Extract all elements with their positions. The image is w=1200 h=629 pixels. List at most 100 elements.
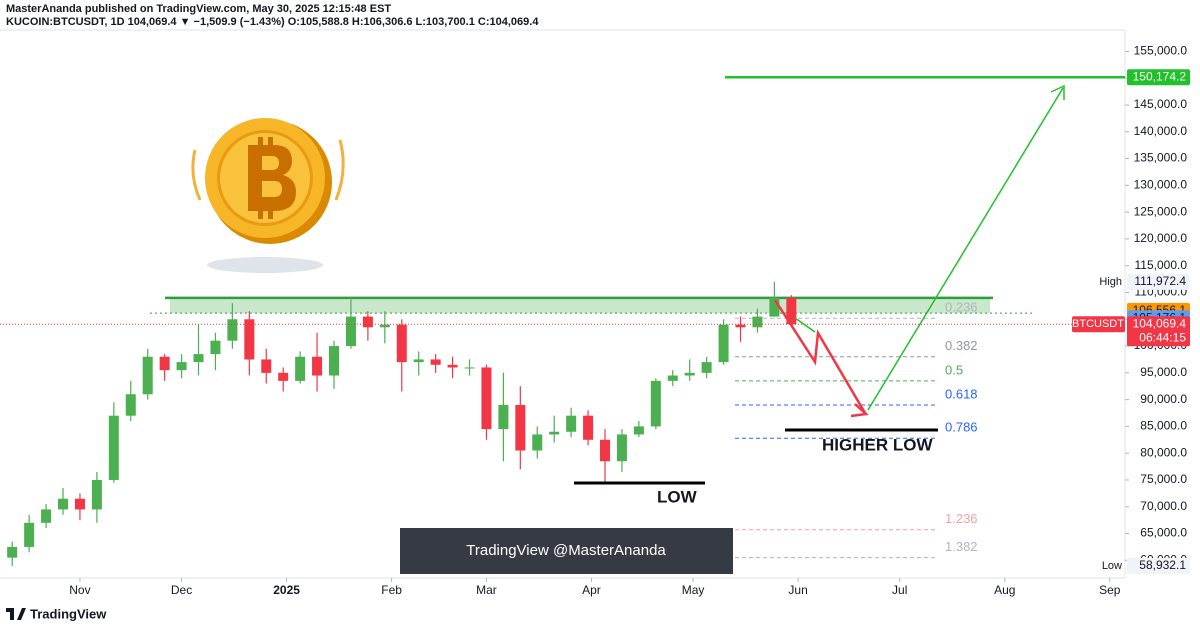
candle-body xyxy=(176,362,187,371)
candle-body xyxy=(735,324,746,328)
y-tick-label: 120,000.0 xyxy=(1134,231,1188,245)
y-tick-label: 145,000.0 xyxy=(1134,97,1188,111)
candle-body xyxy=(125,394,136,416)
y-tick-label: 130,000.0 xyxy=(1134,178,1188,192)
arrow-head xyxy=(850,403,869,418)
candle-body xyxy=(549,431,560,435)
candle-body xyxy=(515,404,526,451)
y-tick-label: 115,000.0 xyxy=(1135,258,1188,272)
price-label: 58,932.1 xyxy=(1139,558,1186,572)
candle-body xyxy=(142,356,153,395)
candle-body xyxy=(769,297,780,317)
x-tick-label: 2025 xyxy=(273,583,300,597)
y-tick-label: 155,000.0 xyxy=(1134,44,1188,58)
price-label-box xyxy=(1127,558,1190,575)
candle-body xyxy=(616,434,627,462)
candle-body xyxy=(752,316,763,328)
x-tick-label: Dec xyxy=(171,583,192,597)
projection-down xyxy=(773,299,867,414)
y-tick-label: 90,000.0 xyxy=(1140,392,1187,406)
x-tick-label: Mar xyxy=(476,583,497,597)
bitcoin-coin xyxy=(191,118,345,273)
resistance-zone xyxy=(170,297,990,314)
candle-body xyxy=(159,356,170,371)
candle-body xyxy=(312,356,323,376)
symbol-line: KUCOIN:BTCUSDT, 1D 104,069.4 ▼ −1,509.9 … xyxy=(6,16,539,28)
annotation: HIGHER LOW xyxy=(822,435,933,454)
x-tick-label: Apr xyxy=(582,583,601,597)
publisher: MasterAnanda published on TradingView.co… xyxy=(6,3,391,15)
candle-body xyxy=(91,479,102,510)
candle-body xyxy=(278,372,289,381)
candle-body xyxy=(583,415,594,440)
x-tick-label: Jul xyxy=(892,583,907,597)
candle-body xyxy=(295,356,306,381)
annotation: LOW xyxy=(657,487,698,506)
candle-body xyxy=(329,346,340,376)
price-label-box xyxy=(1127,69,1190,86)
arrow-head xyxy=(1050,84,1065,100)
candle-body xyxy=(7,546,18,558)
y-tick-label: 70,000.0 xyxy=(1140,499,1187,513)
candle-body xyxy=(24,522,35,547)
fib-label: 1.236 xyxy=(945,511,978,526)
y-tick-label: 95,000.0 xyxy=(1140,365,1187,379)
candle-body xyxy=(447,364,458,368)
candle-body xyxy=(108,415,119,480)
y-tick-label: 75,000.0 xyxy=(1140,472,1187,486)
y-tick-label: 80,000.0 xyxy=(1140,445,1187,459)
symbol-box xyxy=(1072,316,1125,333)
candle-body xyxy=(633,426,644,435)
candle-body xyxy=(74,498,85,510)
candle-body xyxy=(261,359,272,373)
candle-body xyxy=(650,380,661,427)
y-tick-label: 65,000.0 xyxy=(1140,526,1187,540)
candle-body xyxy=(379,324,390,328)
fib-label: 0.382 xyxy=(945,338,978,353)
price-label: 104,069.4 xyxy=(1133,316,1187,330)
projection-up xyxy=(867,87,1064,411)
candle-body xyxy=(396,324,407,363)
candle-body xyxy=(684,372,695,376)
price-label: 150,174.2 xyxy=(1133,69,1187,83)
candle-body xyxy=(667,375,678,381)
y-tick-label: 85,000.0 xyxy=(1140,419,1187,433)
x-tick-label: Aug xyxy=(994,583,1015,597)
price-label-name: Low xyxy=(1102,560,1122,572)
candle-body xyxy=(498,404,509,430)
watermark: TradingView @MasterAnanda xyxy=(466,542,666,559)
price-label-name: High xyxy=(1099,276,1122,288)
fib-label: 0.786 xyxy=(945,420,978,435)
candle-body xyxy=(345,316,356,347)
y-tick-label: 125,000.0 xyxy=(1134,204,1188,218)
candle-body xyxy=(718,324,729,363)
x-tick-label: Feb xyxy=(381,583,402,597)
price-label-box xyxy=(1127,316,1190,347)
candle-body xyxy=(701,362,712,373)
candle-body xyxy=(566,415,577,432)
projection-up xyxy=(794,317,816,333)
y-tick-label: 135,000.0 xyxy=(1134,151,1188,165)
fib-label: 0.236 xyxy=(945,300,978,315)
candle-body xyxy=(41,509,52,523)
candle-body xyxy=(464,367,475,369)
candle-body xyxy=(430,359,441,365)
candle-body xyxy=(362,316,373,328)
price-label-box xyxy=(1127,273,1190,290)
candle-body xyxy=(532,434,543,451)
x-tick-label: Sep xyxy=(1099,583,1121,597)
fib-label: 1.382 xyxy=(945,539,978,554)
candle-body xyxy=(244,319,255,360)
footer-logo xyxy=(6,608,26,620)
fib-label: 0.5 xyxy=(945,362,963,377)
x-tick-label: Nov xyxy=(69,583,90,597)
candle-body xyxy=(481,367,492,430)
candle-body xyxy=(600,439,611,462)
candle-body xyxy=(413,359,424,363)
candle-body xyxy=(210,340,221,355)
fib-label: 0.618 xyxy=(945,386,978,401)
candle-body xyxy=(193,354,204,363)
x-tick-label: Jun xyxy=(788,583,807,597)
symbol-label: BTCUSDT xyxy=(1072,318,1124,330)
price-label: 111,972.4 xyxy=(1134,274,1186,288)
